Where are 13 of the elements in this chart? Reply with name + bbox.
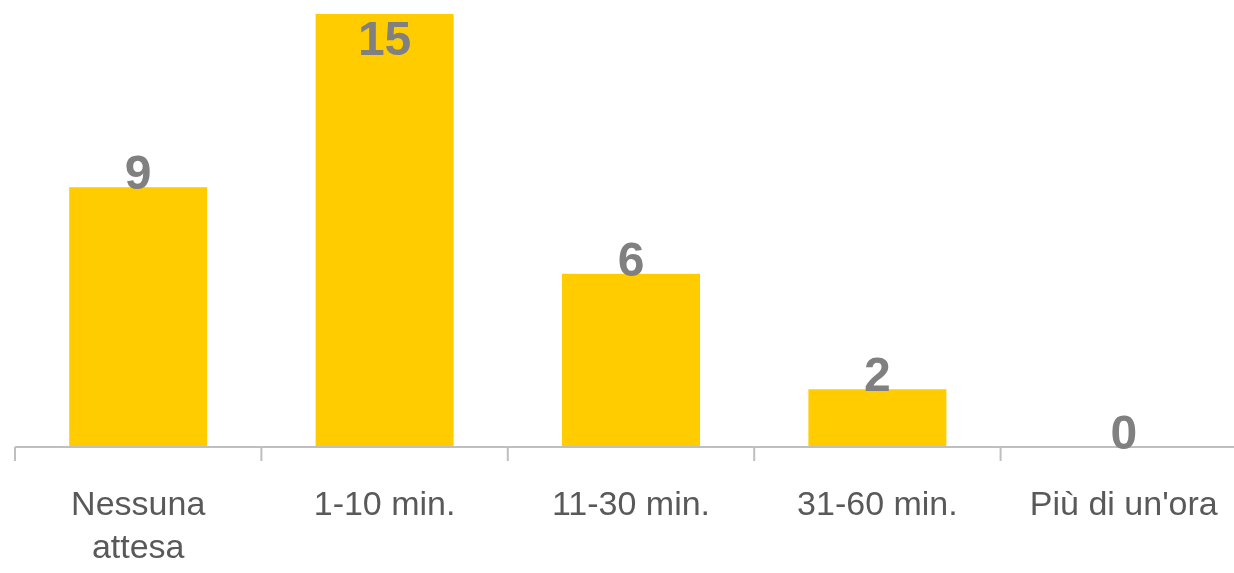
x-tick-label: 11-30 min. [551, 484, 711, 522]
data-label: 0 [1110, 406, 1138, 459]
x-tick-label: 31-60 min. [797, 484, 958, 522]
x-tick-label: Più di un'ora [1029, 484, 1218, 522]
data-label: 15 [357, 12, 412, 65]
data-label: 9 [124, 146, 152, 200]
data-label: 6 [617, 232, 645, 286]
bar [69, 187, 208, 447]
x-tick-label: 1-10 min. [313, 484, 456, 522]
x-tick-label: Nessuna attesa [71, 484, 206, 565]
data-label: 2 [864, 348, 891, 402]
bar [808, 389, 947, 447]
bar [315, 14, 454, 447]
